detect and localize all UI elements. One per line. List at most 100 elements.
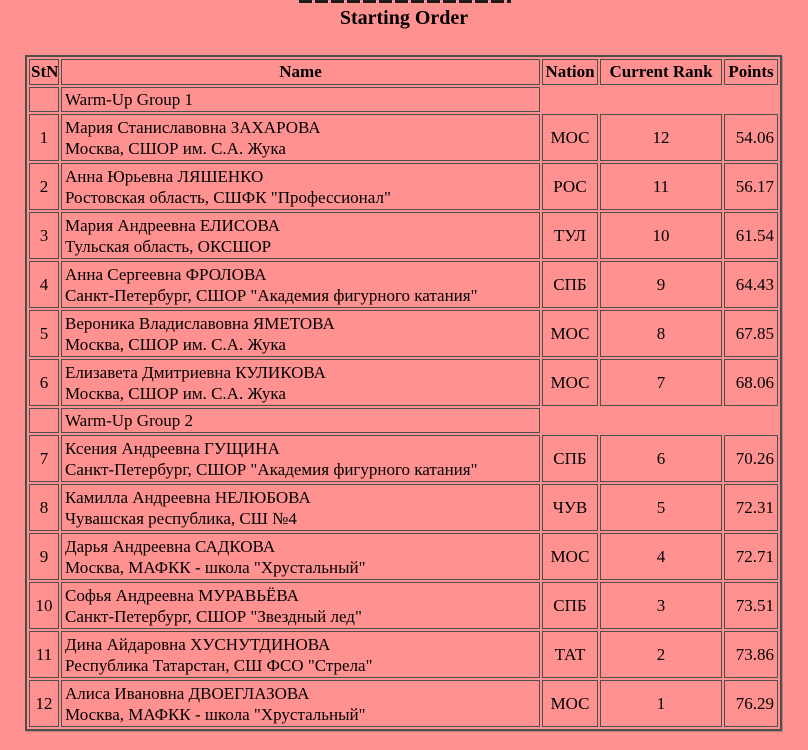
points-cell: 56.17 xyxy=(724,163,778,210)
warmup-group-row: Warm-Up Group 2 xyxy=(29,408,778,433)
skater-region-club: Москва, СШОР им. С.А. Жука xyxy=(65,138,286,158)
skater-name: Камилла Андреевна НЕЛЮБОВА xyxy=(65,487,311,507)
nation-cell: ЧУВ xyxy=(542,484,598,531)
col-header-current-rank: Current Rank xyxy=(600,59,722,85)
skater-row: 7 Ксения Андреевна ГУЩИНА Санкт-Петербур… xyxy=(29,435,778,482)
start-number-cell: 4 xyxy=(29,261,59,308)
skater-name-cell: Вероника Владиславовна ЯМЕТОВА Москва, С… xyxy=(61,310,540,357)
starting-order-page: Starting Order StN. Name Nation Current … xyxy=(0,0,808,731)
skater-region-club: Москва, МАФКК - школа "Хрустальный" xyxy=(65,704,366,724)
skater-name: Вероника Владиславовна ЯМЕТОВА xyxy=(65,313,335,333)
skater-region-club: Москва, МАФКК - школа "Хрустальный" xyxy=(65,557,366,577)
skater-region-club: Москва, СШОР им. С.А. Жука xyxy=(65,383,286,403)
skater-name-cell: Дарья Андреевна САДКОВА Москва, МАФКК - … xyxy=(61,533,540,580)
skater-name-cell: Ксения Андреевна ГУЩИНА Санкт-Петербург,… xyxy=(61,435,540,482)
skater-row: 11 Дина Айдаровна ХУСНУТДИНОВА Республик… xyxy=(29,631,778,678)
nation-cell: МОС xyxy=(542,310,598,357)
skater-name: Дарья Андреевна САДКОВА xyxy=(65,536,276,556)
skater-name-cell: Анна Сергеевна ФРОЛОВА Санкт-Петербург, … xyxy=(61,261,540,308)
skater-name: Дина Айдаровна ХУСНУТДИНОВА xyxy=(65,634,331,654)
skater-name: Анна Юрьевна ЛЯШЕНКО xyxy=(65,166,264,186)
warmup-group-label: Warm-Up Group 1 xyxy=(61,87,540,112)
starting-order-table: StN. Name Nation Current Rank Points War… xyxy=(25,55,782,731)
skater-name-cell: Мария Станиславовна ЗАХАРОВА Москва, СШО… xyxy=(61,114,540,161)
nation-cell: СПБ xyxy=(542,435,598,482)
points-cell: 61.54 xyxy=(724,212,778,259)
current-rank-cell: 12 xyxy=(600,114,722,161)
skater-name-cell: Дина Айдаровна ХУСНУТДИНОВА Республика Т… xyxy=(61,631,540,678)
points-cell: 67.85 xyxy=(724,310,778,357)
col-header-points: Points xyxy=(724,59,778,85)
current-rank-cell: 1 xyxy=(600,680,722,727)
skater-name-cell: Анна Юрьевна ЛЯШЕНКО Ростовская область,… xyxy=(61,163,540,210)
skater-name-cell: Елизавета Дмитриевна КУЛИКОВА Москва, СШ… xyxy=(61,359,540,406)
skater-row: 5 Вероника Владиславовна ЯМЕТОВА Москва,… xyxy=(29,310,778,357)
skater-name: Мария Андреевна ЕЛИСОВА xyxy=(65,215,280,235)
current-rank-cell: 5 xyxy=(600,484,722,531)
clipped-text-remnant xyxy=(299,0,511,3)
warmup-group-row: Warm-Up Group 1 xyxy=(29,87,778,112)
skater-row: 10 Софья Андреевна МУРАВЬЁВА Санкт-Петер… xyxy=(29,582,778,629)
skater-region-club: Санкт-Петербург, СШОР "Академия фигурног… xyxy=(65,285,478,305)
start-number-cell: 3 xyxy=(29,212,59,259)
page-title: Starting Order xyxy=(339,7,469,29)
start-number-cell: 6 xyxy=(29,359,59,406)
start-number-cell: 1 xyxy=(29,114,59,161)
skater-name: Софья Андреевна МУРАВЬЁВА xyxy=(65,585,299,605)
skater-row: 4 Анна Сергеевна ФРОЛОВА Санкт-Петербург… xyxy=(29,261,778,308)
start-number-cell: 10 xyxy=(29,582,59,629)
skater-region-club: Москва, СШОР им. С.А. Жука xyxy=(65,334,286,354)
skater-region-club: Республика Татарстан, СШ ФСО "Стрела" xyxy=(65,655,373,675)
nation-cell: МОС xyxy=(542,533,598,580)
start-number-cell: 8 xyxy=(29,484,59,531)
skater-region-club: Санкт-Петербург, СШОР "Звездный лед" xyxy=(65,606,362,626)
skater-row: 12 Алиса Ивановна ДВОЕГЛАЗОВА Москва, МА… xyxy=(29,680,778,727)
skater-name: Мария Станиславовна ЗАХАРОВА xyxy=(65,117,321,137)
current-rank-cell: 7 xyxy=(600,359,722,406)
warmup-group-label: Warm-Up Group 2 xyxy=(61,408,540,433)
current-rank-cell: 3 xyxy=(600,582,722,629)
nation-cell: СПБ xyxy=(542,261,598,308)
nation-cell: РОС xyxy=(542,163,598,210)
skater-name: Елизавета Дмитриевна КУЛИКОВА xyxy=(65,362,326,382)
skater-row: 1 Мария Станиславовна ЗАХАРОВА Москва, С… xyxy=(29,114,778,161)
nation-cell: ТАТ xyxy=(542,631,598,678)
nation-cell: СПБ xyxy=(542,582,598,629)
current-rank-cell: 8 xyxy=(600,310,722,357)
skater-name-cell: Мария Андреевна ЕЛИСОВА Тульская область… xyxy=(61,212,540,259)
start-number-cell: 9 xyxy=(29,533,59,580)
col-header-stn: StN. xyxy=(29,59,59,85)
skater-region-club: Чувашская республика, СШ №4 xyxy=(65,508,297,528)
points-cell: 76.29 xyxy=(724,680,778,727)
start-number-cell: 7 xyxy=(29,435,59,482)
points-cell: 70.26 xyxy=(724,435,778,482)
skater-row: 2 Анна Юрьевна ЛЯШЕНКО Ростовская област… xyxy=(29,163,778,210)
current-rank-cell: 9 xyxy=(600,261,722,308)
skater-row: 3 Мария Андреевна ЕЛИСОВА Тульская облас… xyxy=(29,212,778,259)
current-rank-cell: 6 xyxy=(600,435,722,482)
start-number-cell: 11 xyxy=(29,631,59,678)
skater-row: 9 Дарья Андреевна САДКОВА Москва, МАФКК … xyxy=(29,533,778,580)
skater-name: Алиса Ивановна ДВОЕГЛАЗОВА xyxy=(65,683,310,703)
nation-cell: МОС xyxy=(542,680,598,727)
current-rank-cell: 2 xyxy=(600,631,722,678)
points-cell: 54.06 xyxy=(724,114,778,161)
skater-name-cell: Алиса Ивановна ДВОЕГЛАЗОВА Москва, МАФКК… xyxy=(61,680,540,727)
start-number-cell: 2 xyxy=(29,163,59,210)
current-rank-cell: 11 xyxy=(600,163,722,210)
points-cell: 73.86 xyxy=(724,631,778,678)
skater-row: 8 Камилла Андреевна НЕЛЮБОВА Чувашская р… xyxy=(29,484,778,531)
skater-region-club: Тульская область, ОКСШОР xyxy=(65,236,272,256)
table-header-row: StN. Name Nation Current Rank Points xyxy=(29,59,778,85)
nation-cell: МОС xyxy=(542,359,598,406)
points-cell: 64.43 xyxy=(724,261,778,308)
skater-name-cell: Софья Андреевна МУРАВЬЁВА Санкт-Петербур… xyxy=(61,582,540,629)
current-rank-cell: 4 xyxy=(600,533,722,580)
points-cell: 72.31 xyxy=(724,484,778,531)
group-stn-empty-cell xyxy=(29,87,59,112)
points-cell: 72.71 xyxy=(724,533,778,580)
current-rank-cell: 10 xyxy=(600,212,722,259)
skater-region-club: Ростовская область, СШФК "Профессионал" xyxy=(65,187,391,207)
points-cell: 73.51 xyxy=(724,582,778,629)
points-cell: 68.06 xyxy=(724,359,778,406)
